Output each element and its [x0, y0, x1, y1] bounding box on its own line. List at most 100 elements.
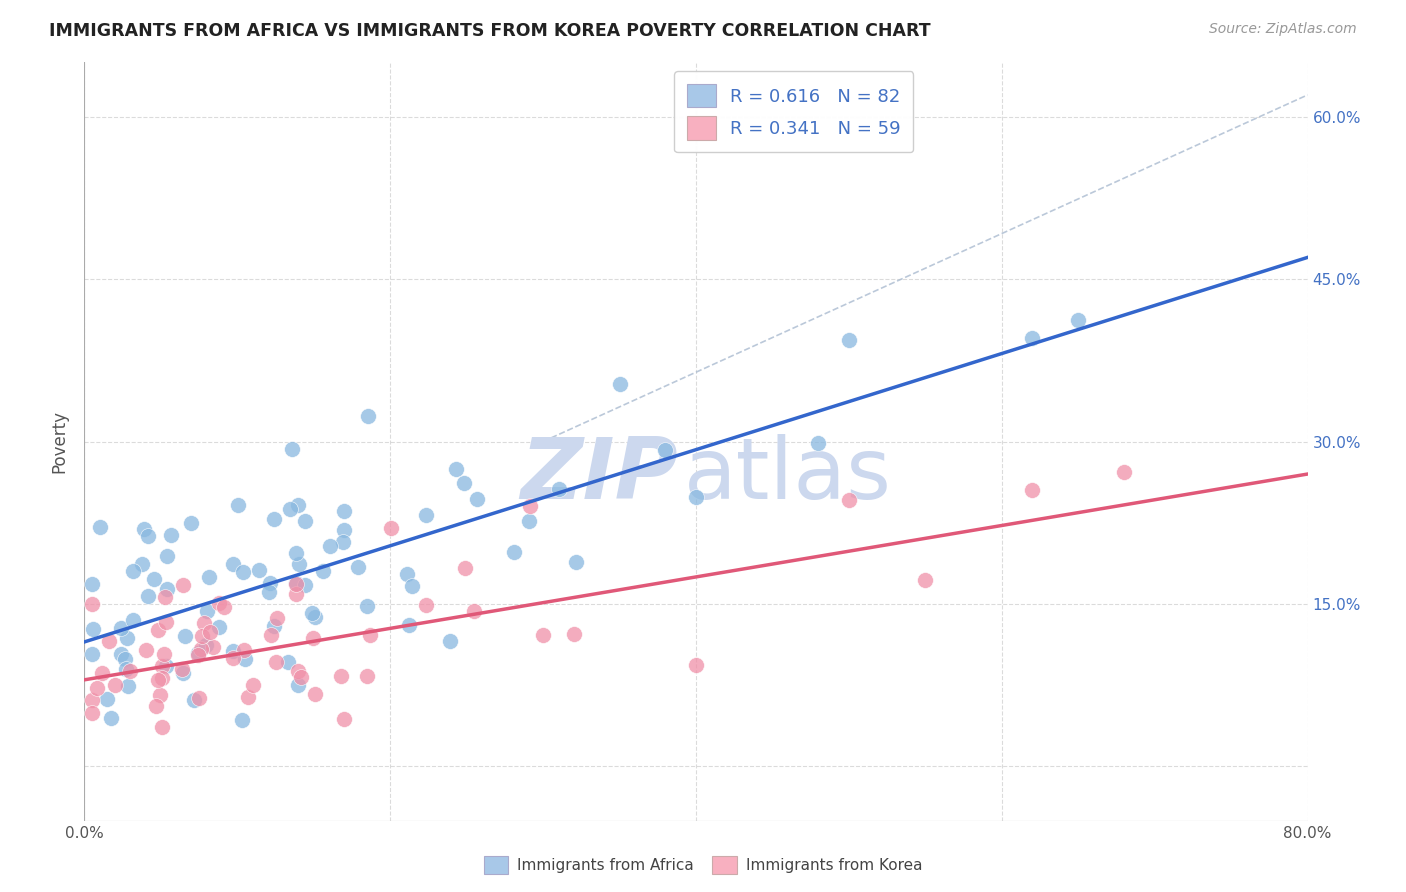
Point	[194, 638, 217, 652]
Point	[121, 564, 143, 578]
Point	[195, 604, 218, 618]
Point	[152, 647, 174, 661]
Point	[89, 520, 111, 534]
Point	[232, 565, 254, 579]
Point	[264, 655, 287, 669]
Point	[80, 706, 103, 720]
Point	[287, 677, 309, 691]
Point	[198, 624, 221, 639]
Point	[115, 631, 138, 645]
Point	[288, 557, 311, 571]
Point	[807, 436, 830, 450]
Point	[290, 670, 312, 684]
Point	[208, 620, 231, 634]
Point	[654, 442, 676, 457]
Point	[208, 596, 231, 610]
Point	[609, 376, 631, 391]
Point	[287, 499, 309, 513]
Point	[86, 681, 108, 696]
Point	[156, 582, 179, 596]
Point	[173, 628, 195, 642]
Point	[333, 504, 356, 518]
Point	[294, 514, 316, 528]
Point	[117, 679, 139, 693]
Point	[150, 720, 173, 734]
Point	[146, 623, 169, 637]
Point	[263, 618, 285, 632]
Point	[193, 615, 215, 630]
Point	[548, 482, 571, 496]
Point	[80, 693, 103, 707]
Point	[136, 589, 159, 603]
Point	[263, 512, 285, 526]
Point	[82, 622, 104, 636]
Point	[685, 491, 707, 505]
Point	[242, 678, 264, 692]
Point	[148, 673, 170, 687]
Point	[232, 643, 254, 657]
Point	[236, 690, 259, 704]
Point	[332, 523, 354, 537]
Point	[531, 628, 554, 642]
Point	[1021, 331, 1043, 345]
Point	[180, 516, 202, 530]
Legend: Immigrants from Africa, Immigrants from Korea: Immigrants from Africa, Immigrants from …	[478, 850, 928, 880]
Point	[91, 666, 114, 681]
Point	[333, 712, 356, 726]
Point	[285, 577, 308, 591]
Point	[380, 520, 402, 534]
Point	[453, 475, 475, 490]
Point	[356, 599, 378, 613]
Point	[115, 662, 138, 676]
Point	[226, 498, 249, 512]
Point	[80, 647, 103, 661]
Point	[114, 651, 136, 665]
Point	[202, 640, 225, 654]
Point	[329, 668, 352, 682]
Point	[439, 633, 461, 648]
Point	[914, 573, 936, 587]
Point	[285, 587, 308, 601]
Point	[356, 669, 378, 683]
Point	[155, 615, 177, 630]
Point	[98, 633, 121, 648]
Point	[260, 628, 283, 642]
Point	[357, 409, 380, 423]
Point	[231, 713, 253, 727]
Point	[172, 666, 194, 681]
Point	[519, 499, 541, 513]
Point	[1021, 483, 1043, 498]
Point	[284, 546, 307, 560]
Point	[415, 598, 437, 612]
Point	[145, 698, 167, 713]
Point	[415, 508, 437, 522]
Point	[222, 644, 245, 658]
Point	[278, 502, 301, 516]
Point	[96, 692, 118, 706]
Point	[122, 613, 145, 627]
Point	[198, 570, 221, 584]
Point	[153, 590, 176, 604]
Point	[190, 642, 212, 657]
Point	[80, 597, 103, 611]
Point	[100, 710, 122, 724]
Point	[398, 618, 420, 632]
Text: atlas: atlas	[683, 434, 891, 517]
Point	[294, 577, 316, 591]
Point	[191, 629, 214, 643]
Point	[285, 576, 308, 591]
Point	[110, 621, 132, 635]
Text: ZIP: ZIP	[520, 434, 678, 517]
Point	[304, 687, 326, 701]
Point	[838, 493, 860, 508]
Point	[150, 672, 173, 686]
Point	[319, 539, 342, 553]
Point	[159, 528, 181, 542]
Point	[187, 646, 209, 660]
Point	[564, 555, 586, 569]
Point	[444, 462, 467, 476]
Point	[135, 643, 157, 657]
Point	[136, 529, 159, 543]
Point	[172, 577, 194, 591]
Point	[502, 545, 524, 559]
